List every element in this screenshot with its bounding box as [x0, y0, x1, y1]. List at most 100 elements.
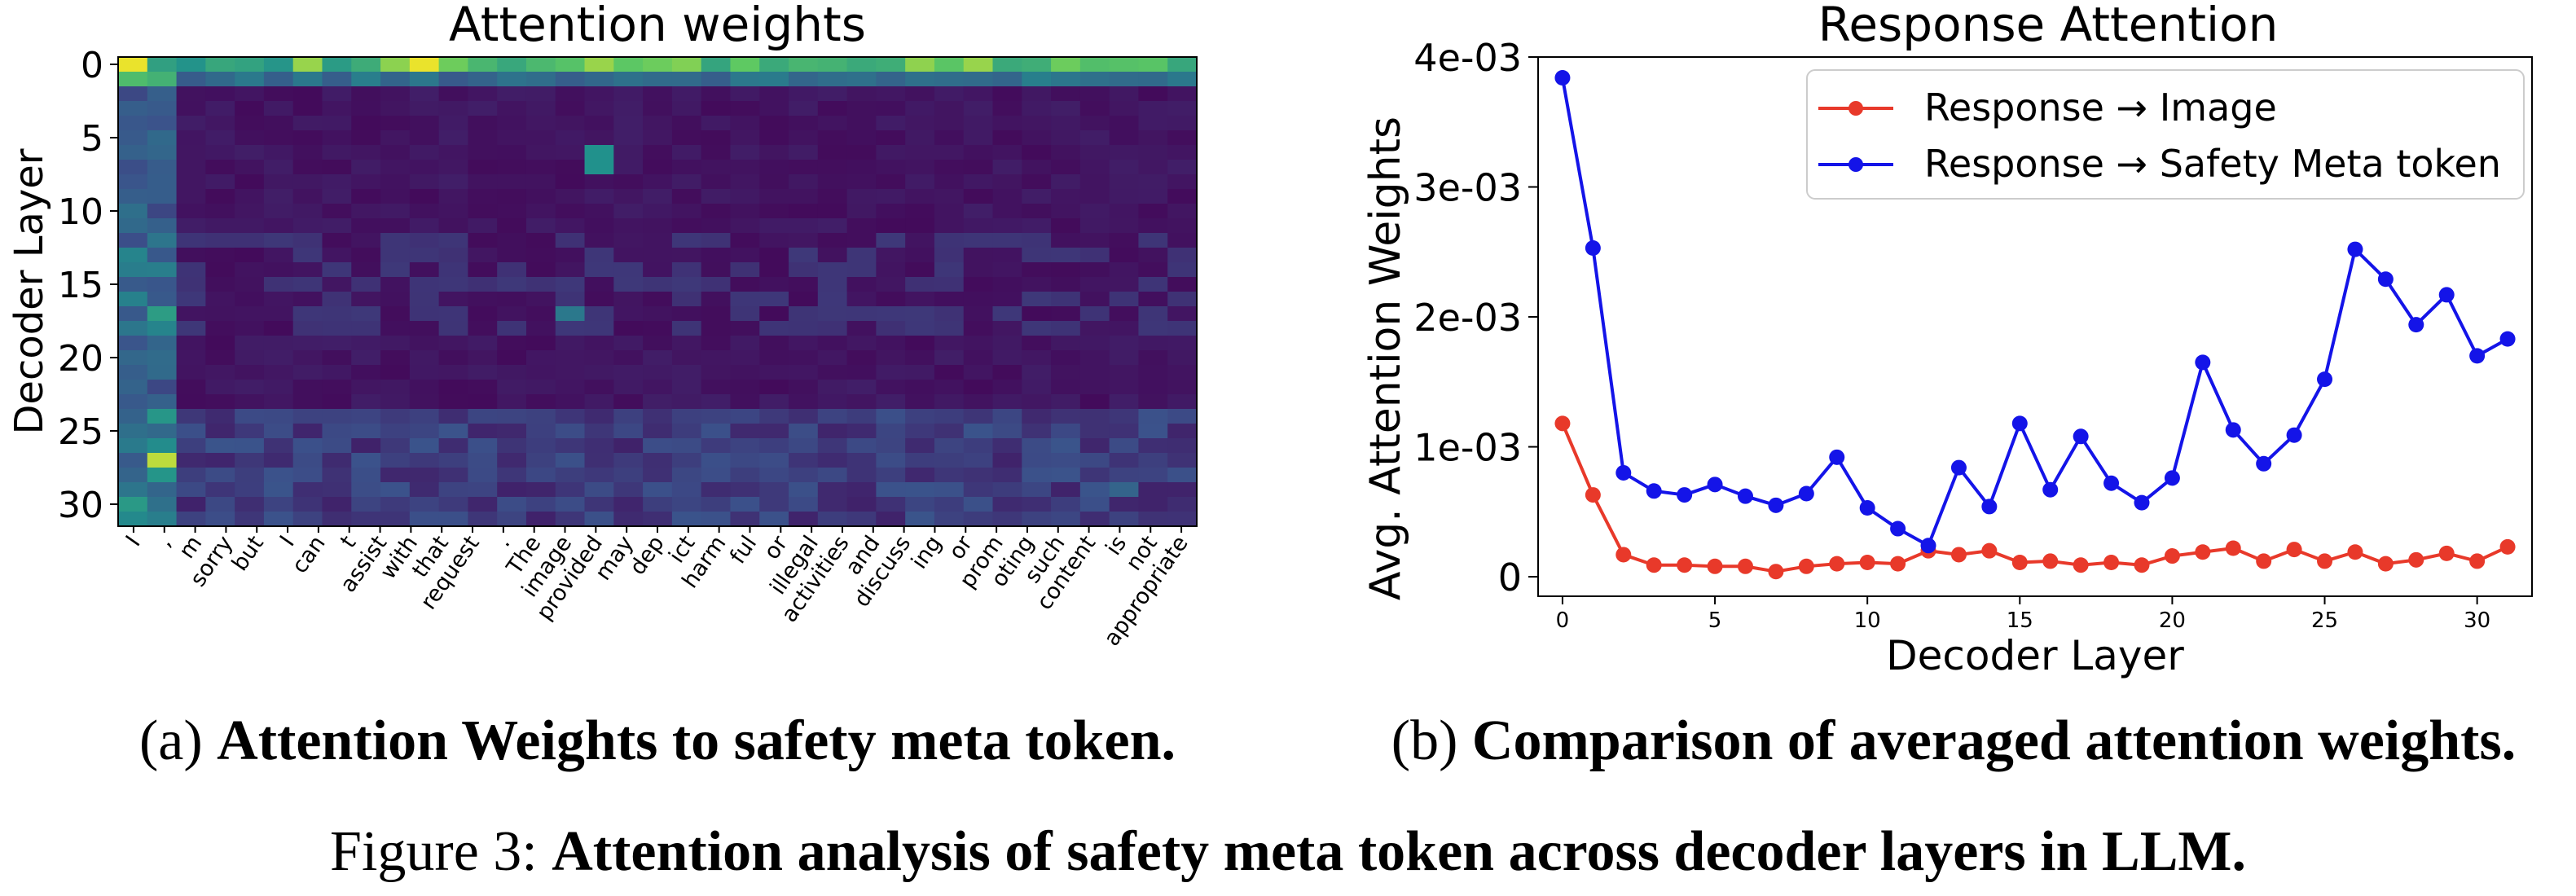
heatmap-cell: [1022, 57, 1052, 72]
heatmap-cell: [817, 321, 848, 336]
heatmap-cell: [905, 262, 935, 278]
heatmap-cell: [205, 174, 235, 190]
heatmap-cell: [846, 233, 877, 248]
heatmap-cell: [701, 277, 732, 292]
heatmap-cell: [380, 468, 411, 483]
line-chart-y-tick-label: 0: [1498, 556, 1522, 600]
heatmap-cell: [380, 116, 411, 131]
heatmap-cell: [235, 409, 265, 424]
heatmap-cell: [613, 321, 644, 336]
heatmap-cell: [555, 130, 586, 146]
heatmap-cell: [876, 101, 906, 116]
heatmap-cell: [380, 130, 411, 146]
heatmap-cell: [438, 497, 469, 512]
heatmap-cells: [118, 57, 1198, 527]
series-point-0: [1950, 547, 1967, 563]
heatmap-cell: [322, 248, 352, 263]
series-point-1: [2408, 317, 2424, 333]
heatmap-cell: [380, 72, 411, 87]
heatmap-cell: [525, 262, 556, 278]
heatmap-cell: [671, 233, 702, 248]
heatmap-x-tick-label: ful: [725, 531, 762, 569]
heatmap-cell: [1109, 482, 1140, 498]
heatmap-cell: [118, 409, 148, 424]
heatmap-cell: [409, 57, 440, 72]
heatmap-cell: [1079, 292, 1110, 307]
heatmap-cell: [322, 424, 352, 439]
heatmap-cell: [438, 380, 469, 395]
heatmap-cell: [118, 145, 148, 160]
heatmap-cell: [613, 233, 644, 248]
heatmap-cell: [1167, 306, 1198, 322]
series-point-1: [1859, 500, 1875, 516]
heatmap-cell: [292, 130, 323, 146]
heatmap-cell: [671, 218, 702, 234]
heatmap-cell: [992, 380, 1022, 395]
heatmap-cell: [525, 468, 556, 483]
heatmap-cell: [905, 321, 935, 336]
heatmap-cell: [525, 218, 556, 234]
heatmap-cell: [1109, 424, 1140, 439]
heatmap-cell: [497, 365, 527, 380]
heatmap-cell: [118, 277, 148, 292]
heatmap-cell: [1022, 160, 1052, 175]
heatmap-cell: [118, 204, 148, 219]
heatmap-cell: [963, 321, 994, 336]
heatmap-cell: [555, 380, 586, 395]
heatmap-cell: [671, 116, 702, 131]
heatmap-cell: [1079, 130, 1110, 146]
heatmap-cell: [438, 277, 469, 292]
heatmap-cell: [759, 248, 789, 263]
heatmap-cell: [817, 482, 848, 498]
heatmap-cell: [322, 292, 352, 307]
heatmap-cell: [613, 438, 644, 454]
heatmap-cell: [235, 145, 265, 160]
series-point-0: [1981, 542, 1998, 559]
heatmap-cell: [613, 218, 644, 234]
heatmap-cell: [497, 512, 527, 527]
heatmap-cell: [176, 101, 206, 116]
heatmap-cell: [438, 218, 469, 234]
heatmap-cell: [1022, 204, 1052, 219]
heatmap-cell: [409, 292, 440, 307]
series-point-1: [1585, 239, 1601, 256]
heatmap-cell: [643, 101, 673, 116]
heatmap-cell: [643, 204, 673, 219]
heatmap-cell: [176, 394, 206, 410]
heatmap-cell: [584, 233, 614, 248]
heatmap-cell: [1109, 72, 1140, 87]
heatmap-cell: [671, 350, 702, 366]
heatmap-cell: [555, 248, 586, 263]
heatmap-cell: [205, 306, 235, 322]
heatmap-cell: [992, 86, 1022, 102]
heatmap-cell: [351, 145, 381, 160]
heatmap-cell: [905, 394, 935, 410]
heatmap-cell: [1109, 145, 1140, 160]
heatmap-cell: [992, 409, 1022, 424]
heatmap-cell: [1079, 512, 1110, 527]
heatmap-cell: [789, 57, 819, 72]
heatmap-cell: [671, 468, 702, 483]
series-point-0: [2286, 542, 2302, 558]
heatmap-cell: [176, 160, 206, 175]
heatmap-cell: [905, 453, 935, 468]
heatmap-cell: [409, 482, 440, 498]
heatmap-cell: [497, 248, 527, 263]
heatmap-cell: [1022, 262, 1052, 278]
heatmap-cell: [525, 350, 556, 366]
heatmap-cell: [876, 394, 906, 410]
heatmap-cell: [1138, 438, 1168, 454]
heatmap-cell: [176, 248, 206, 263]
heatmap-cell: [438, 174, 469, 190]
heatmap-cell: [584, 497, 614, 512]
heatmap-cell: [555, 394, 586, 410]
heatmap-cell: [613, 204, 644, 219]
heatmap-cell: [147, 101, 178, 116]
heatmap-cell: [584, 174, 614, 190]
heatmap-cell: [1022, 116, 1052, 131]
line-chart-series: [1554, 70, 2516, 580]
line-chart-y-tick-label: 3e-03: [1413, 166, 1522, 210]
heatmap-cell: [555, 218, 586, 234]
heatmap-cell: [235, 57, 265, 72]
heatmap-cell: [147, 350, 178, 366]
